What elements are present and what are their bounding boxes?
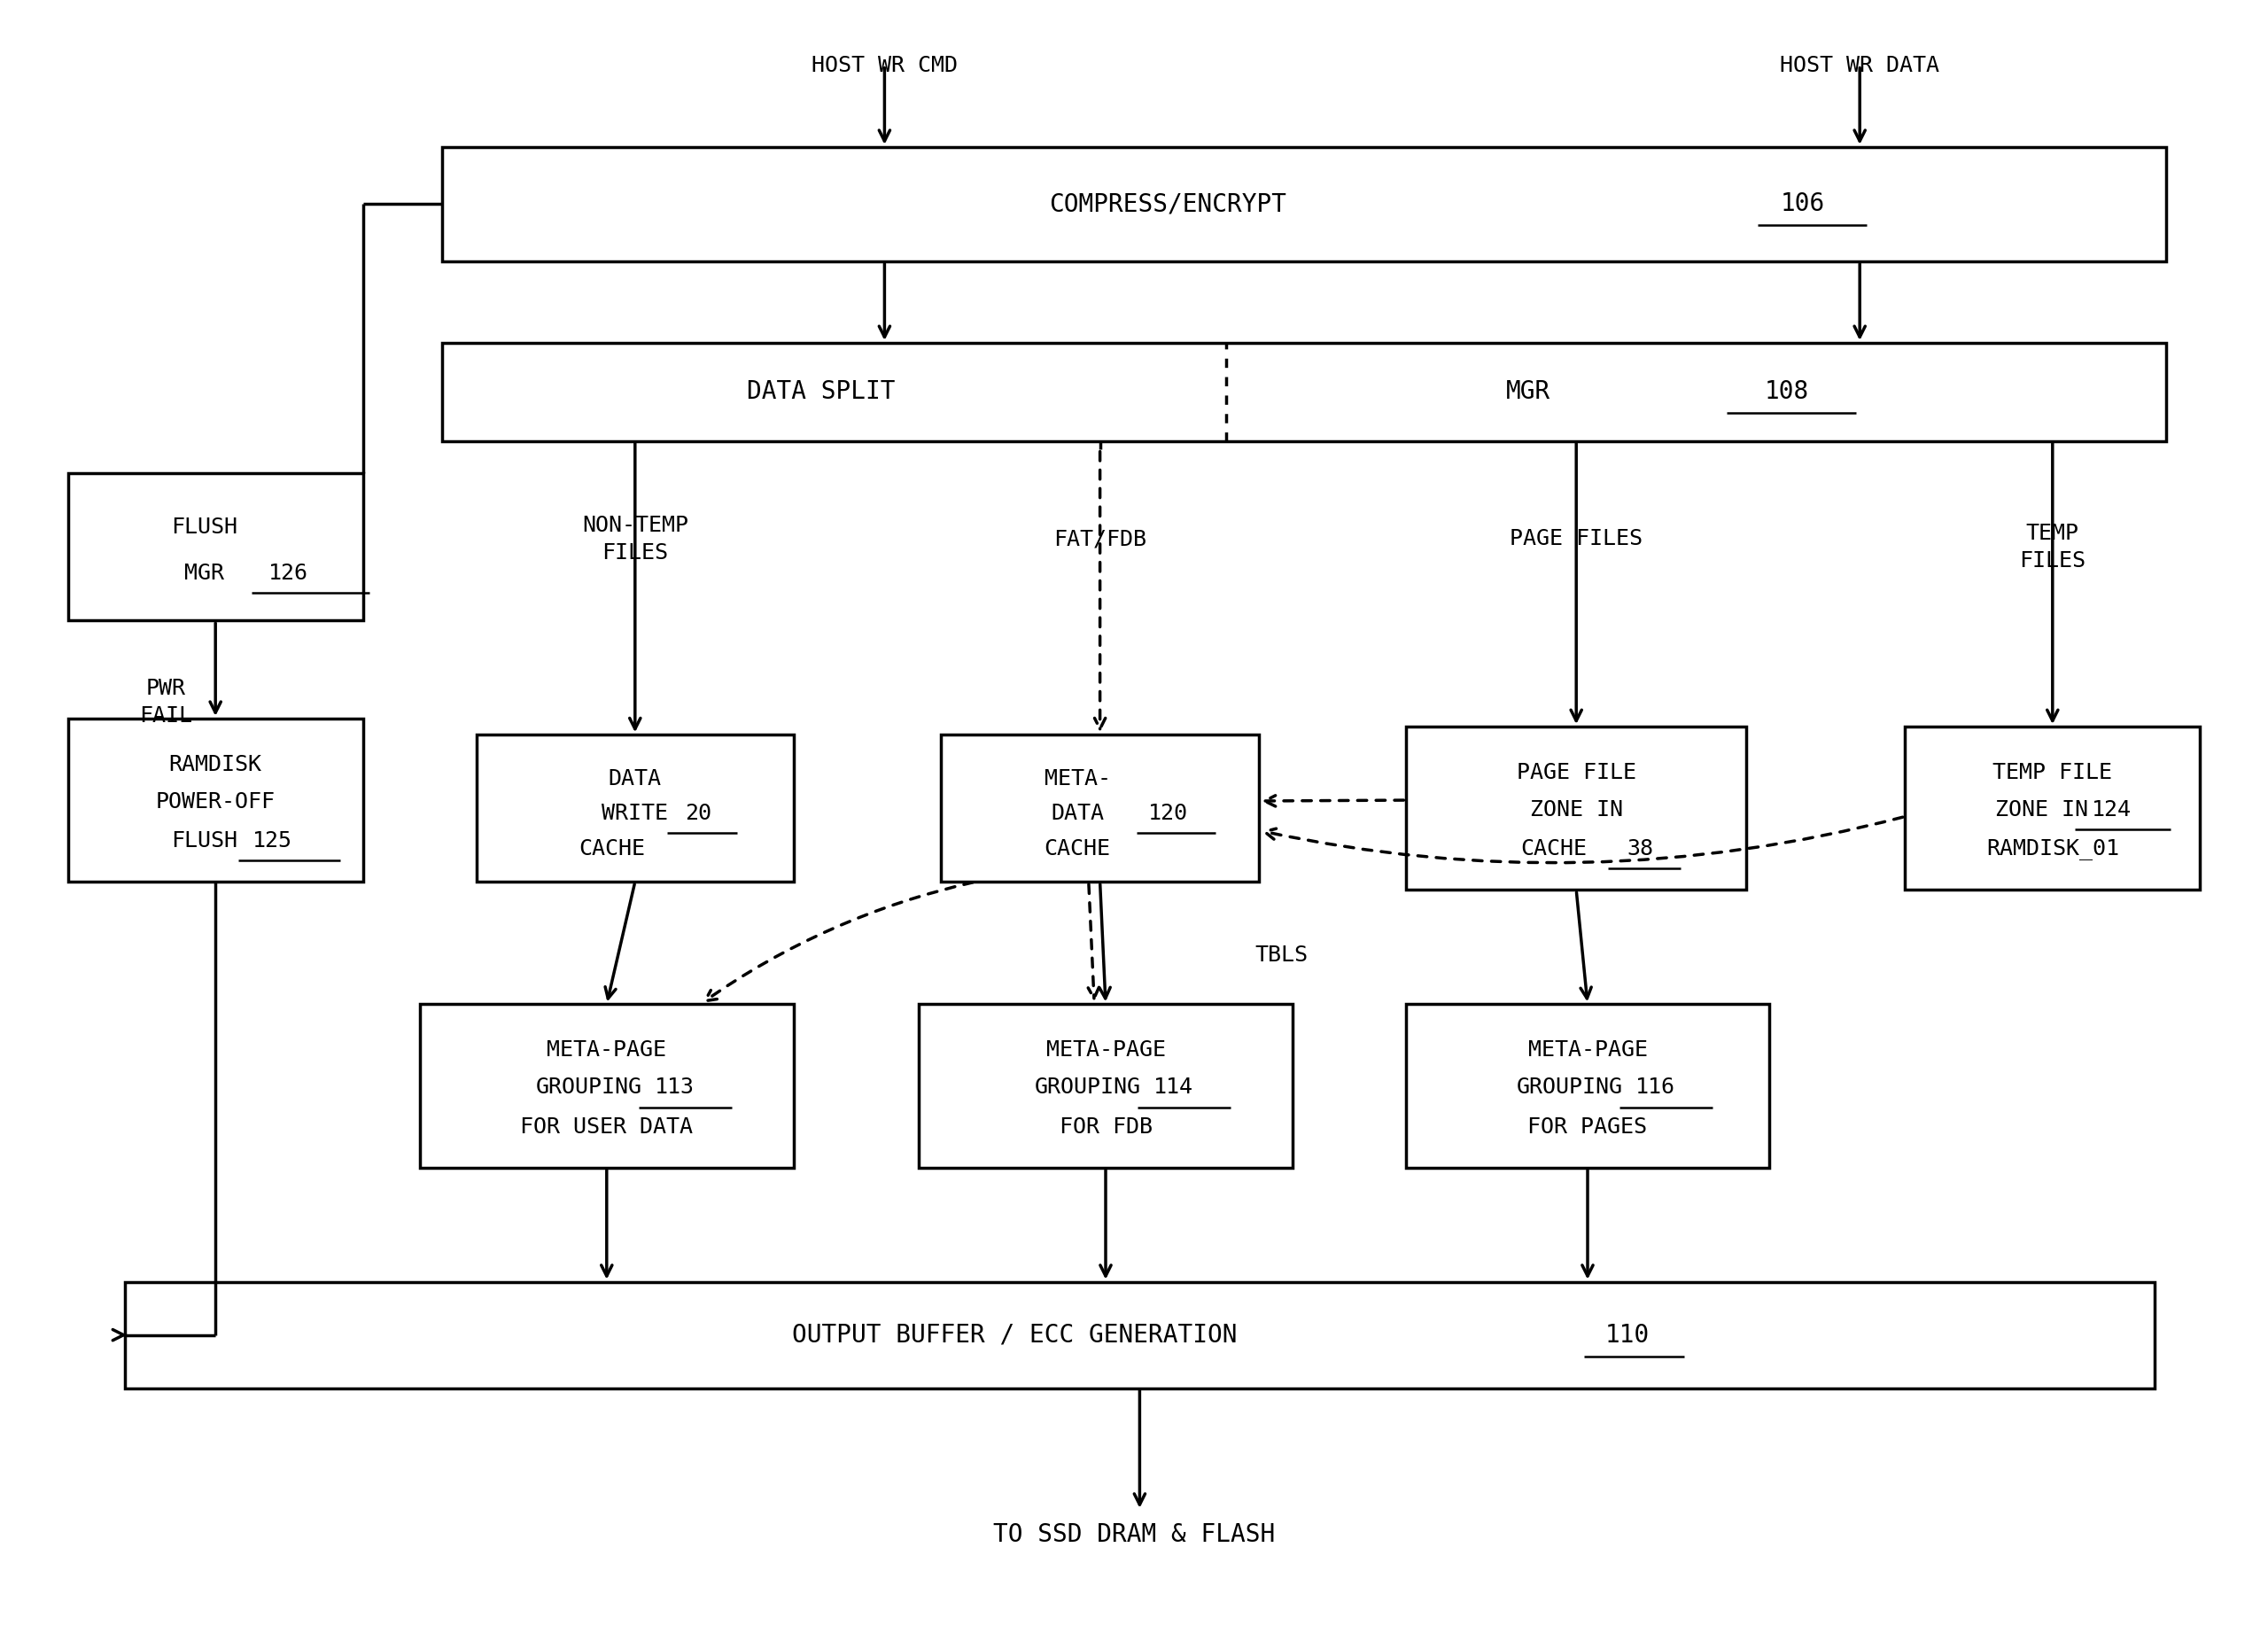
Text: FOR USER DATA: FOR USER DATA [519,1115,694,1138]
Text: META-PAGE: META-PAGE [1046,1039,1166,1061]
FancyBboxPatch shape [919,1004,1293,1168]
Text: GROUPING: GROUPING [535,1076,642,1099]
Text: 106: 106 [1780,191,1826,217]
Text: FLUSH: FLUSH [170,516,238,539]
Text: NON-TEMP
FILES: NON-TEMP FILES [583,514,687,563]
Text: 124: 124 [2091,799,2132,821]
Text: FAT/FDB: FAT/FDB [1052,527,1148,550]
Text: 113: 113 [655,1076,694,1099]
Text: MGR: MGR [184,562,225,585]
FancyBboxPatch shape [420,1004,794,1168]
FancyBboxPatch shape [1406,727,1746,890]
Text: RAMDISK_01: RAMDISK_01 [1987,838,2118,861]
FancyBboxPatch shape [1406,1004,1769,1168]
Text: FOR FDB: FOR FDB [1059,1115,1152,1138]
Text: TBLS: TBLS [1254,944,1309,967]
FancyBboxPatch shape [125,1282,2155,1388]
Text: FOR PAGES: FOR PAGES [1529,1115,1647,1138]
Text: 38: 38 [1626,838,1653,861]
Text: PAGE FILES: PAGE FILES [1510,527,1642,550]
Text: 116: 116 [1635,1076,1676,1099]
Text: RAMDISK: RAMDISK [168,753,263,776]
Text: WRITE: WRITE [601,802,669,825]
Text: CACHE: CACHE [1520,838,1588,861]
Text: META-PAGE: META-PAGE [1529,1039,1647,1061]
Text: PAGE FILE: PAGE FILE [1517,761,1635,784]
FancyBboxPatch shape [476,735,794,882]
Text: CACHE: CACHE [578,838,646,861]
Text: 20: 20 [685,802,712,825]
Text: HOST WR DATA: HOST WR DATA [1780,54,1939,77]
Text: ZONE IN: ZONE IN [1529,799,1624,821]
Text: OUTPUT BUFFER / ECC GENERATION: OUTPUT BUFFER / ECC GENERATION [792,1323,1238,1347]
Text: DATA SPLIT: DATA SPLIT [746,379,896,405]
Text: POWER-OFF: POWER-OFF [156,790,274,813]
Text: MGR: MGR [1506,379,1551,405]
Text: TO SSD DRAM & FLASH: TO SSD DRAM & FLASH [993,1522,1275,1548]
FancyBboxPatch shape [68,474,363,621]
FancyBboxPatch shape [442,147,2166,261]
Text: ZONE IN: ZONE IN [1994,799,2089,821]
Text: 126: 126 [268,562,308,585]
Text: META-PAGE: META-PAGE [547,1039,667,1061]
Text: DATA: DATA [608,768,662,790]
Text: 120: 120 [1148,802,1188,825]
Text: PWR
FAIL: PWR FAIL [138,678,193,727]
Text: GROUPING: GROUPING [1034,1076,1141,1099]
FancyBboxPatch shape [1905,727,2200,890]
Text: CACHE: CACHE [1043,838,1111,861]
Text: META-: META- [1043,768,1111,790]
Text: HOST WR CMD: HOST WR CMD [812,54,957,77]
FancyBboxPatch shape [941,735,1259,882]
Text: DATA: DATA [1050,802,1105,825]
Text: 108: 108 [1765,379,1810,405]
FancyBboxPatch shape [68,719,363,882]
Text: 125: 125 [252,830,293,852]
Text: 110: 110 [1606,1323,1649,1347]
Text: FLUSH: FLUSH [170,830,238,852]
Text: TEMP
FILES: TEMP FILES [2019,523,2087,572]
Text: 114: 114 [1154,1076,1193,1099]
Text: COMPRESS/ENCRYPT: COMPRESS/ENCRYPT [1050,191,1286,217]
FancyBboxPatch shape [442,343,2166,441]
Text: GROUPING: GROUPING [1517,1076,1622,1099]
Text: TEMP FILE: TEMP FILE [1994,761,2112,784]
